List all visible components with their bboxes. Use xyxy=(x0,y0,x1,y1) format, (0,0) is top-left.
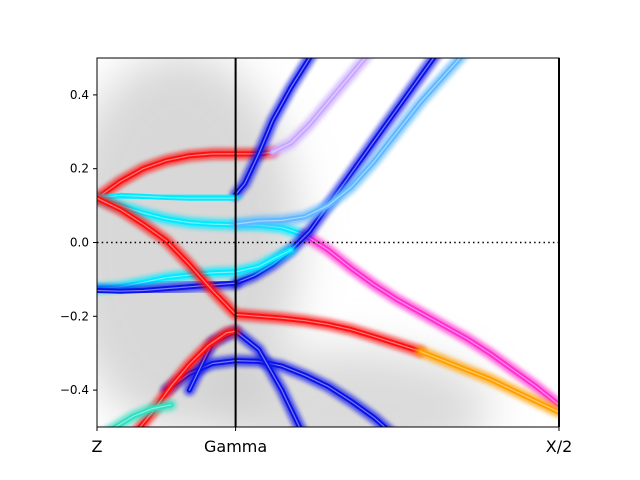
band-line-15 xyxy=(110,402,174,427)
y-tick-label: −0.2 xyxy=(60,309,89,323)
band-highlight-5 xyxy=(304,234,559,406)
y-tick-label: −0.4 xyxy=(60,383,89,397)
y-tick-label: 0.4 xyxy=(70,88,89,102)
band-line-1 xyxy=(270,58,369,155)
y-tick-label: 0.2 xyxy=(70,162,89,176)
band-line-5 xyxy=(302,232,559,408)
bands-layer xyxy=(97,58,559,427)
band-line-7 xyxy=(233,58,464,227)
x-tick-label: Z xyxy=(92,437,103,456)
x-tick-label: Gamma xyxy=(204,437,267,456)
band-line-10 xyxy=(97,195,423,354)
x-axis: Z Gamma X/2 xyxy=(92,427,573,456)
y-tick-label: 0.0 xyxy=(70,236,89,250)
band-line-11 xyxy=(417,348,559,415)
band-highlight-0 xyxy=(97,151,274,199)
band-highlight-10 xyxy=(97,197,421,352)
band-line-3 xyxy=(97,192,239,201)
band-highlight-7 xyxy=(235,58,461,225)
band-line-0 xyxy=(97,149,276,201)
band-highlight-4 xyxy=(97,197,306,236)
band-highlight-11 xyxy=(419,350,559,413)
band-highlight-15 xyxy=(114,404,172,427)
band-highlight-3 xyxy=(97,194,237,199)
band-highlight-2 xyxy=(235,58,311,196)
y-axis: −0.4 −0.2 0.0 0.2 0.4 xyxy=(60,88,97,397)
band-highlight-1 xyxy=(272,58,366,153)
band-line-4 xyxy=(97,195,308,238)
band-line-2 xyxy=(233,58,313,197)
x-tick-label: X/2 xyxy=(546,437,573,456)
